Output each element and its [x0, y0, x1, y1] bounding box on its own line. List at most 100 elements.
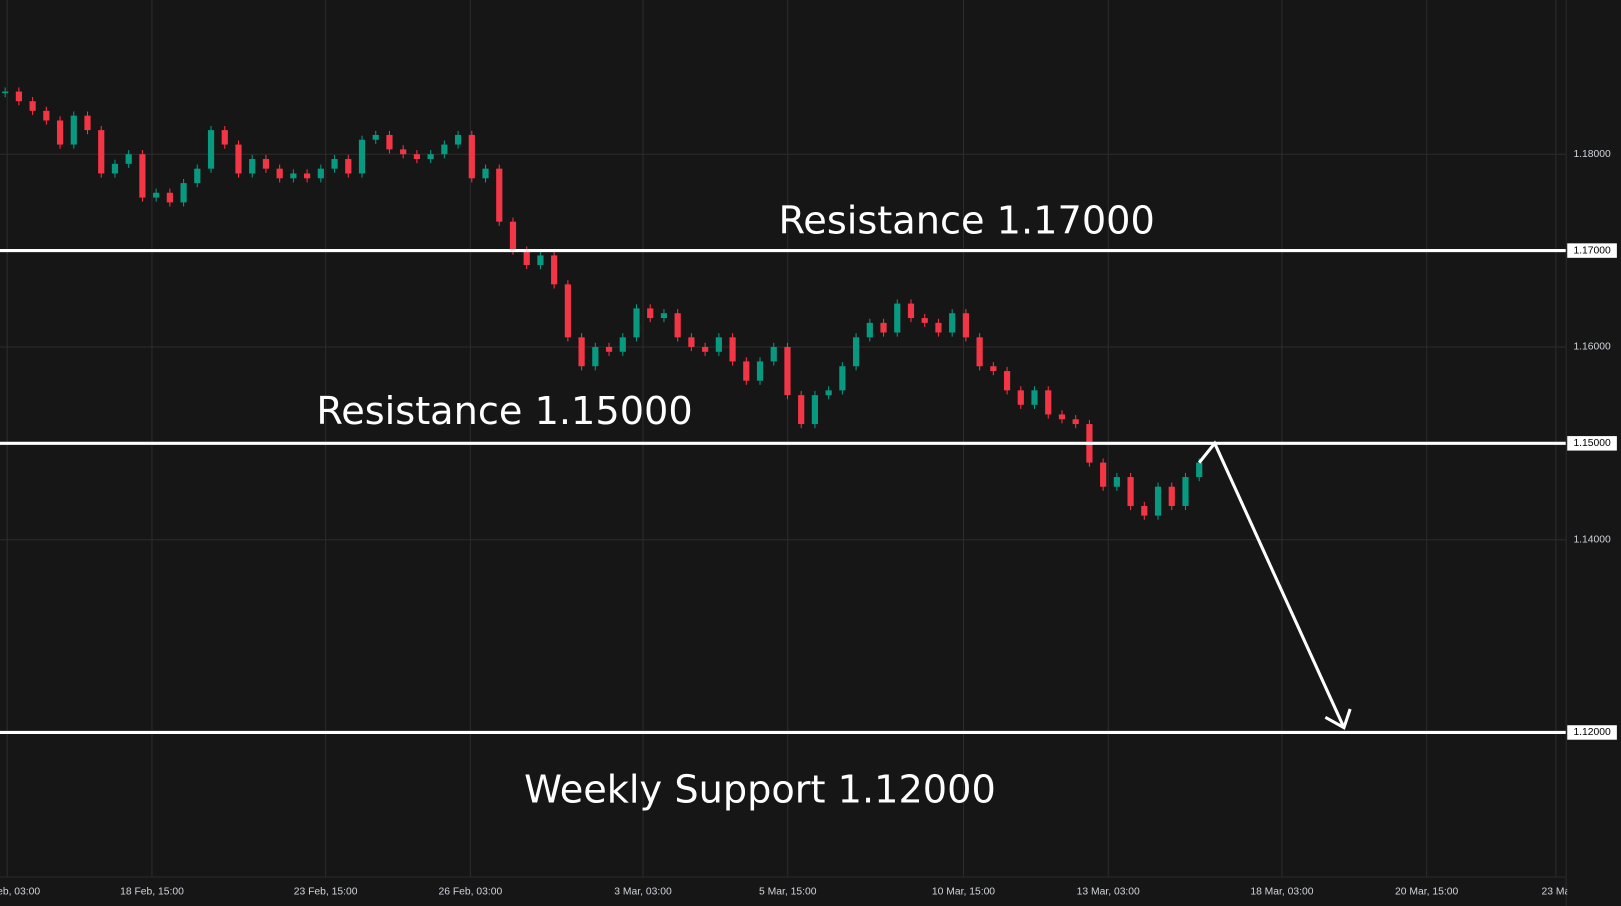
- candle: [688, 337, 695, 347]
- candle: [798, 395, 805, 425]
- candle: [441, 144, 448, 155]
- candle: [290, 173, 297, 179]
- candle: [523, 250, 530, 266]
- candle: [592, 346, 599, 367]
- candle: [235, 144, 242, 174]
- candle: [962, 313, 969, 338]
- candle: [894, 303, 901, 333]
- candle: [605, 346, 613, 352]
- projection-arrow: [1198, 440, 1346, 729]
- candle: [56, 120, 64, 145]
- candle: [674, 313, 681, 338]
- candle: [880, 322, 887, 333]
- price-label-box: [1567, 725, 1617, 740]
- candle: [111, 163, 119, 174]
- candle: [1045, 390, 1052, 415]
- candle: [454, 134, 462, 145]
- candle: [207, 130, 215, 169]
- candle: [1058, 414, 1066, 420]
- candle: [427, 154, 434, 160]
- candle: [1168, 486, 1175, 506]
- candle: [852, 337, 860, 367]
- candle: [276, 168, 283, 179]
- x-tick-label: 18 Feb, 15:00: [120, 886, 184, 897]
- candle: [1017, 390, 1024, 405]
- annotation: Resistance 1.15000: [316, 389, 692, 434]
- candle: [15, 91, 22, 102]
- candle: [482, 168, 489, 179]
- candle: [866, 322, 873, 338]
- candle: [2, 91, 9, 94]
- candle: [564, 284, 571, 338]
- candle: [180, 183, 187, 203]
- y-tick-label: 1.17000: [1573, 245, 1611, 256]
- candle: [976, 337, 983, 367]
- candle: [702, 346, 709, 352]
- candle: [166, 192, 173, 203]
- candle: [304, 173, 311, 179]
- y-tick-label: 1.14000: [1573, 534, 1611, 545]
- candle: [331, 159, 338, 169]
- price-axis-bg: [1567, 0, 1621, 906]
- candle: [1100, 462, 1107, 487]
- candle: [221, 130, 228, 145]
- candle: [358, 139, 366, 174]
- candle: [29, 101, 36, 111]
- candle: [262, 159, 270, 169]
- candle: [935, 322, 942, 333]
- candle: [756, 361, 764, 381]
- candle: [386, 134, 393, 150]
- candle: [125, 154, 132, 164]
- candle: [715, 337, 722, 352]
- candle: [1031, 390, 1038, 405]
- candle: [770, 346, 777, 362]
- y-tick-label: 1.16000: [1573, 342, 1611, 353]
- candle: [139, 154, 146, 198]
- y-tick-label: 1.15000: [1573, 438, 1611, 449]
- candle: [413, 154, 421, 160]
- x-tick-label: 5 Mar, 15:00: [759, 886, 817, 897]
- candle: [1182, 477, 1189, 506]
- candle: [153, 192, 160, 198]
- x-tick-label: 13 Mar, 03:00: [1077, 886, 1140, 897]
- candle: [660, 313, 668, 319]
- candle: [784, 346, 791, 396]
- x-tick-label: 20 Mar, 15:00: [1395, 886, 1458, 897]
- candle: [317, 168, 324, 179]
- price-label-box: [1567, 243, 1617, 258]
- y-tick-label: 1.12000: [1573, 727, 1611, 738]
- candle: [249, 159, 256, 174]
- candle: [729, 337, 736, 362]
- candle: [98, 130, 105, 174]
- price-label-box: [1567, 436, 1617, 451]
- candle: [949, 313, 956, 333]
- candle: [633, 308, 640, 338]
- candle: [509, 221, 517, 251]
- x-tick-label: eb, 03:00: [0, 886, 40, 897]
- candle: [345, 159, 352, 174]
- candle: [990, 366, 997, 372]
- candle: [537, 255, 544, 266]
- candle: [619, 337, 626, 352]
- candle: [907, 303, 915, 319]
- x-tick-label: 3 Mar, 03:00: [614, 886, 672, 897]
- candle: [496, 168, 503, 222]
- candle: [43, 110, 50, 121]
- candle: [647, 308, 654, 319]
- candle: [1141, 505, 1148, 516]
- candle: [1127, 477, 1134, 506]
- candle: [921, 318, 928, 323]
- candle: [1154, 486, 1162, 516]
- annotation: Weekly Support 1.12000: [524, 768, 996, 813]
- candle: [839, 366, 846, 391]
- candle: [1072, 419, 1079, 425]
- x-tick-label: 23 Ma: [1542, 886, 1571, 897]
- arrow-head: [1324, 708, 1352, 730]
- candle: [551, 255, 558, 285]
- candle: [1113, 477, 1120, 487]
- candle: [372, 134, 379, 140]
- candle: [84, 115, 91, 131]
